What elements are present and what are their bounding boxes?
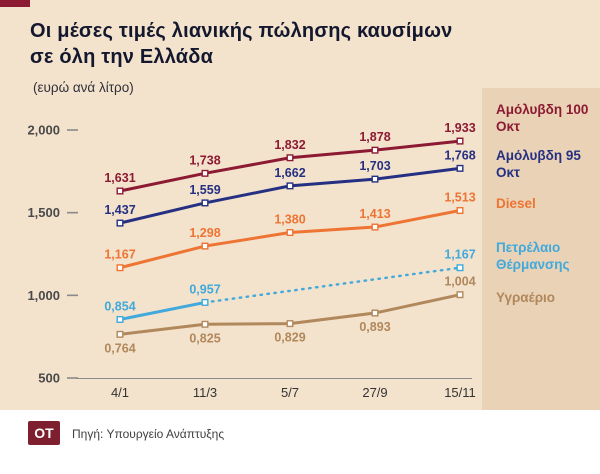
- data-point-label: 1,167: [104, 248, 135, 262]
- y-tick-label: 1,500: [27, 205, 60, 220]
- legend-item: Υγραέριο: [496, 290, 556, 305]
- x-tick-label: 11/3: [193, 385, 217, 400]
- data-point-marker: [371, 175, 379, 183]
- data-point-marker: [201, 199, 209, 207]
- data-point-marker: [116, 264, 124, 272]
- data-point-label: 1,738: [189, 153, 220, 167]
- data-point-label: 1,631: [104, 171, 135, 185]
- y-tick-label: 1,000: [27, 288, 60, 303]
- source-text: Πηγή: Υπουργείο Ανάπτυξης: [72, 427, 225, 441]
- series-line-dotted: [203, 266, 462, 304]
- data-point-marker: [116, 315, 124, 323]
- data-point-label: 1,167: [444, 248, 475, 262]
- data-point-label: 0,854: [104, 299, 135, 313]
- chart-title: Οι μέσες τιμές λιανικής πώλησης καυσίμων…: [30, 18, 453, 70]
- data-point-label: 1,380: [274, 213, 305, 227]
- data-point-marker: [201, 320, 209, 328]
- y-tick-label: 500: [38, 371, 60, 386]
- data-point-label: 1,662: [274, 166, 305, 180]
- data-point-label: 1,559: [189, 183, 220, 197]
- data-point-label: 1,703: [359, 159, 390, 173]
- data-point-label: 0,829: [274, 331, 305, 345]
- data-point-label: 0,764: [104, 341, 135, 355]
- data-point-label: 1,832: [274, 138, 305, 152]
- data-point-marker: [371, 309, 379, 317]
- legend-item: Diesel: [496, 196, 536, 211]
- legend-item: Αμόλυβδη 100 Οκτ: [496, 102, 589, 134]
- x-tick-label: 15/11: [444, 385, 476, 400]
- data-point-marker: [371, 146, 379, 154]
- x-tick-label: 27/9: [362, 385, 387, 400]
- data-point-label: 1,298: [189, 226, 220, 240]
- data-point-marker: [371, 223, 379, 231]
- data-point-marker: [201, 242, 209, 250]
- x-tick-label: 5/7: [281, 385, 299, 400]
- legend-item: Πετρέλαιο Θέρμανσης: [496, 240, 570, 272]
- chart-title-line1: Οι μέσες τιμές λιανικής πώλησης καυσίμων: [30, 20, 453, 42]
- data-point-label: 1,004: [444, 275, 475, 289]
- data-point-marker: [286, 229, 294, 237]
- series-line: [118, 293, 462, 336]
- data-point-label: 0,957: [189, 282, 220, 296]
- data-point-marker: [456, 207, 464, 215]
- data-point-marker: [456, 137, 464, 145]
- data-point-marker: [116, 187, 124, 195]
- data-point-label: 0,825: [189, 331, 220, 345]
- data-point-marker: [286, 182, 294, 190]
- chart-title-line2: σε όλη την Ελλάδα: [30, 46, 214, 68]
- x-tick-label: 4/1: [111, 385, 129, 400]
- y-tick-label: 2,000: [27, 123, 60, 138]
- data-point-label: 1,768: [444, 148, 475, 162]
- data-point-marker: [456, 264, 464, 272]
- data-point-label: 1,413: [359, 207, 390, 221]
- data-point-marker: [201, 169, 209, 177]
- data-point-marker: [116, 330, 124, 338]
- data-point-label: 1,878: [359, 130, 390, 144]
- legend-panel: Αμόλυβδη 100 Οκτ Αμόλυβδη 95 Οκτ Diesel Πετ…: [482, 88, 600, 410]
- data-point-marker: [201, 298, 209, 306]
- data-point-marker: [456, 164, 464, 172]
- data-point-marker: [286, 154, 294, 162]
- data-point-label: 1,933: [444, 121, 475, 135]
- legend-item: Αμόλυβδη 95 Οκτ: [496, 148, 581, 180]
- data-point-label: 1,437: [104, 203, 135, 217]
- series-line: [118, 300, 207, 321]
- data-point-marker: [116, 219, 124, 227]
- chart-subtitle: (ευρώ ανά λίτρο): [33, 80, 134, 95]
- footer: OT Πηγή: Υπουργείο Ανάπτυξης: [0, 410, 600, 474]
- data-point-marker: [456, 291, 464, 299]
- data-point-label: 1,513: [444, 191, 475, 205]
- data-point-label: 0,893: [359, 320, 390, 334]
- data-point-marker: [286, 320, 294, 328]
- top-accent-bar: [0, 0, 30, 7]
- ot-logo: OT: [28, 421, 60, 445]
